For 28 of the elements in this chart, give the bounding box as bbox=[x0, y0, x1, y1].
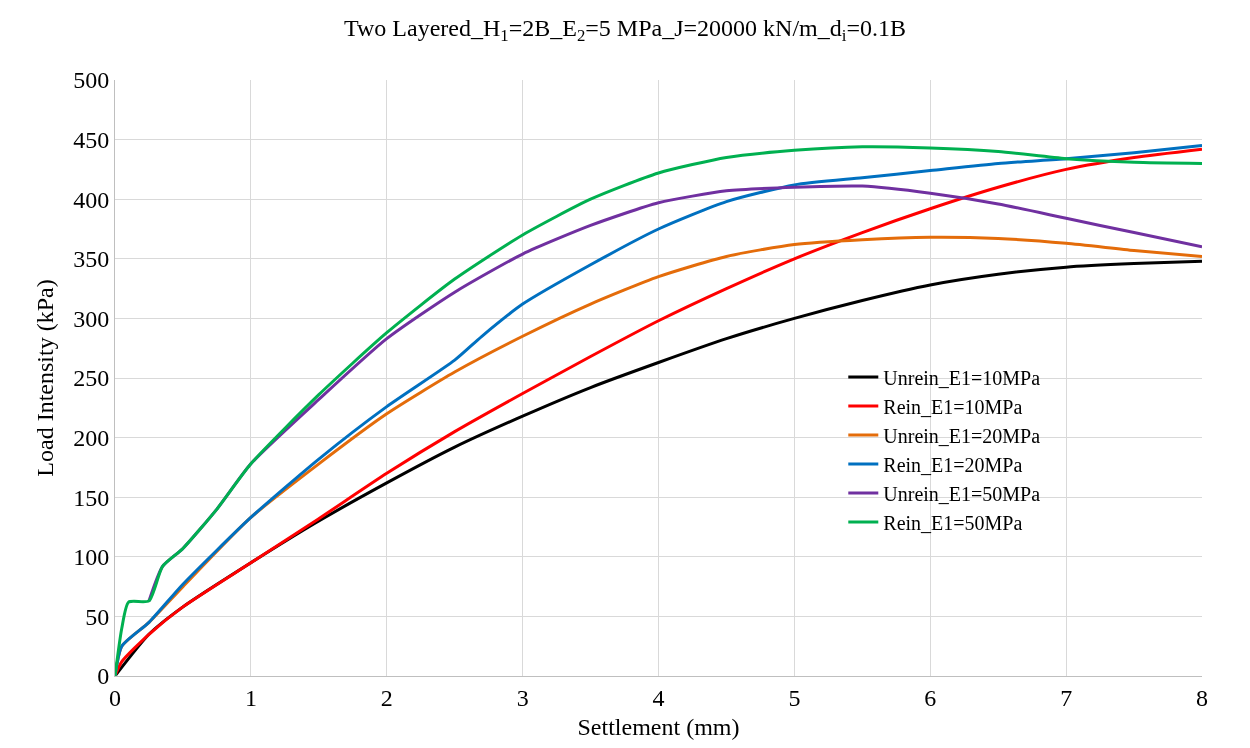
x-tick-label: 3 bbox=[516, 684, 529, 711]
y-tick-label: 50 bbox=[85, 603, 110, 630]
y-axis-title: Load Intensity (kPa) bbox=[32, 279, 59, 477]
legend-label: Rein_E1=10MPa bbox=[883, 395, 1023, 418]
legend-label: Unrein_E1=20MPa bbox=[883, 424, 1041, 447]
legend-label: Unrein_E1=10MPa bbox=[883, 366, 1041, 389]
legend-label: Rein_E1=50MPa bbox=[883, 511, 1023, 534]
x-tick-label: 5 bbox=[788, 684, 801, 711]
y-tick-label: 0 bbox=[97, 663, 110, 690]
x-tick-label: 7 bbox=[1060, 684, 1073, 711]
x-tick-label: 4 bbox=[652, 684, 665, 711]
x-tick-label: 8 bbox=[1196, 684, 1208, 711]
y-tick-label: 150 bbox=[73, 484, 110, 511]
x-tick-label: 1 bbox=[244, 684, 257, 711]
y-tick-label: 450 bbox=[73, 127, 110, 153]
legend-label: Unrein_E1=50MPa bbox=[883, 482, 1041, 505]
x-axis-title: Settlement (mm) bbox=[577, 714, 740, 741]
x-tick-label: 6 bbox=[924, 684, 937, 711]
y-tick-label: 100 bbox=[73, 544, 110, 571]
y-tick-label: 400 bbox=[73, 186, 110, 213]
y-tick-label: 250 bbox=[73, 365, 110, 392]
y-tick-label: 350 bbox=[73, 246, 110, 273]
y-tick-label: 300 bbox=[73, 305, 110, 332]
chart-title: Two Layered_H$_{1}$=2B_E$_{2}$=5 MPa_J=20000 kN/m_d$_{i}$=0.1B bbox=[344, 14, 906, 45]
y-tick-label: 500 bbox=[73, 67, 110, 94]
x-tick-label: 2 bbox=[380, 684, 393, 711]
legend-label: Rein_E1=20MPa bbox=[883, 453, 1023, 476]
y-tick-label: 200 bbox=[73, 425, 110, 451]
